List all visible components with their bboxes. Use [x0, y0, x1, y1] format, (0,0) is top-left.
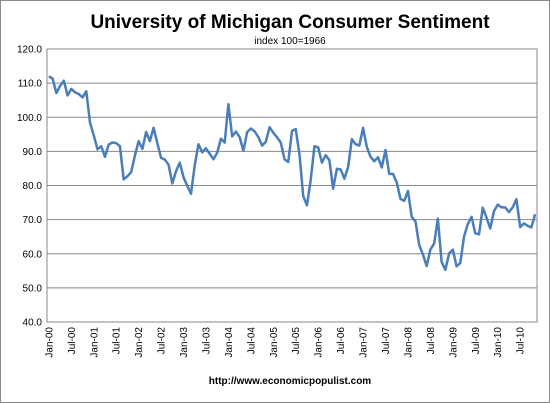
y-tick-label: 70.0 — [23, 215, 43, 226]
x-tick-label: Jul-09 — [471, 327, 482, 355]
x-tick-label: Jul-03 — [201, 327, 212, 355]
x-tick-label: Jan-09 — [448, 327, 459, 358]
footer: http://www.economicpopulist.com — [209, 376, 372, 387]
x-tick-label: Jul-02 — [157, 327, 168, 355]
x-tick-label: Jan-08 — [403, 327, 414, 358]
x-tick-label: Jul-06 — [336, 327, 347, 355]
chart-title: University of Michigan Consumer Sentimen… — [90, 12, 490, 33]
x-tick-label: Jan-07 — [359, 327, 370, 358]
x-tick-label: Jul-10 — [516, 327, 527, 355]
x-tick-label: Jan-00 — [44, 327, 55, 358]
y-tick-label: 80.0 — [23, 181, 43, 192]
x-tick-label: Jul-01 — [112, 327, 123, 355]
y-tick-label: 120.0 — [17, 45, 42, 56]
y-tick-label: 50.0 — [23, 283, 43, 294]
x-tick-label: Jan-10 — [493, 327, 504, 358]
x-tick-label: Jan-04 — [224, 327, 235, 358]
y-tick-label: 110.0 — [18, 79, 43, 90]
data-line — [48, 75, 537, 272]
y-tick-label: 40.0 — [23, 318, 43, 329]
x-tick-label: Jul-04 — [246, 327, 257, 355]
x-tick-label: Jul-07 — [381, 327, 392, 355]
x-tick-label: Jan-03 — [179, 327, 190, 358]
x-tick-label: Jul-08 — [426, 327, 437, 355]
x-tick-label: Jan-06 — [314, 327, 325, 358]
x-tick-label: Jul-05 — [291, 327, 302, 355]
y-tick-label: 100.0 — [17, 113, 42, 124]
x-tick-label: Jan-05 — [269, 327, 280, 358]
x-tick-label: Jul-00 — [67, 327, 78, 355]
x-tick-label: Jan-01 — [89, 327, 100, 358]
x-tick-label: Jan-02 — [134, 327, 145, 358]
y-tick-label: 90.0 — [23, 147, 43, 158]
chart-subtitle: index 100=1966 — [254, 36, 326, 47]
y-tick-label: 60.0 — [23, 249, 43, 260]
